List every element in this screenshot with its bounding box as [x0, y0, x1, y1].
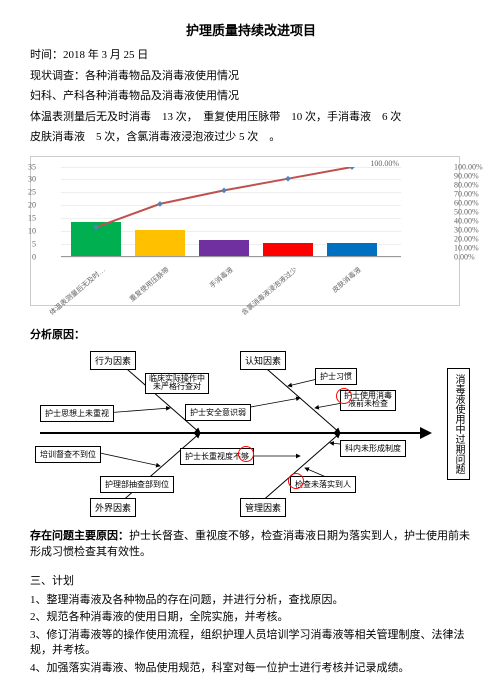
- fb-cause-b1a: 培训督查不到位: [35, 446, 101, 463]
- bar-4: [327, 243, 377, 256]
- plan-item-1: 2、规范各种消毒液的使用日期，全院实施，并考核。: [30, 610, 472, 625]
- survey-line: 现状调查：各种消毒物品及消毒液使用情况: [30, 68, 472, 85]
- fb-cause-t1a: 临床实际操作中未严格行查对: [145, 373, 209, 395]
- fishbone-diagram: 行为因素 认知因素 外界因素 管理因素 临床实际操作中未严格行查对 护士思想上未…: [30, 348, 470, 518]
- dept-line: 妇科、产科各种消毒物品及消毒液使用情况: [30, 88, 472, 105]
- fb-head: 消毒液使用中过期问题: [447, 368, 470, 480]
- bar-3: [263, 243, 313, 256]
- fb-cat-behavior: 行为因素: [90, 351, 136, 370]
- stats-line-2: 皮肤消毒液 5 次，含氯消毒液浸泡液过少 5 次 。: [30, 129, 472, 146]
- main-reason-label: 存在问题主要原因：: [30, 530, 129, 542]
- main-reason: 存在问题主要原因：护士长督查、重视度不够，检查消毒液日期为落实到人，护士使用前未…: [30, 528, 472, 561]
- stats-line-1: 体温表测量后无及时消毒 13 次， 重复使用压脉带 10 次，手消毒液 6 次: [30, 109, 472, 126]
- fb-cause-b1b: 护理部抽查部到位: [100, 476, 174, 493]
- fb-cause-t1b: 护士思想上未重视: [40, 405, 114, 422]
- fb-cause-b2b: 科内未形成制度: [340, 440, 406, 457]
- fb-cat-cognition: 认知因素: [240, 351, 286, 370]
- highlight-circle-1: [336, 388, 352, 404]
- fb-cat-external: 外界因素: [90, 498, 136, 517]
- plan-item-2: 3、修订消毒液等的操作使用流程，组织护理人员培训学习消毒液等相关管理制度、法律法…: [30, 628, 472, 659]
- bar-1: [135, 230, 185, 256]
- bar-0: [71, 222, 121, 255]
- plan-item-3: 4、加强落实消毒液、物品使用规范，科室对每一位护士进行考核并记录成绩。: [30, 661, 472, 676]
- plan-list: 1、整理消毒液及各种物品的存在问题，并进行分析，查找原因。 2、规范各种消毒液的使…: [30, 593, 472, 676]
- plan-header: 三、计划: [30, 573, 472, 590]
- fb-cause-t2c: 护士安全意识弱: [185, 404, 251, 421]
- bar-2: [199, 240, 249, 255]
- fb-cat-manage: 管理因素: [240, 498, 286, 517]
- page-title: 护理质量持续改进项目: [30, 20, 472, 39]
- pareto-chart: 05101520253035 0.00%10.00%20.00%30.00%40…: [30, 156, 460, 306]
- highlight-circle-2: [238, 446, 254, 462]
- fishbone-lines: [30, 348, 470, 518]
- date-line: 时间：2018 年 3 月 25 日: [30, 47, 472, 64]
- plan-item-0: 1、整理消毒液及各种物品的存在问题，并进行分析，查找原因。: [30, 593, 472, 608]
- analysis-header: 分析原因：: [30, 326, 472, 342]
- highlight-circle-3: [288, 473, 304, 489]
- fb-cause-t2a: 护士习惯: [315, 368, 357, 385]
